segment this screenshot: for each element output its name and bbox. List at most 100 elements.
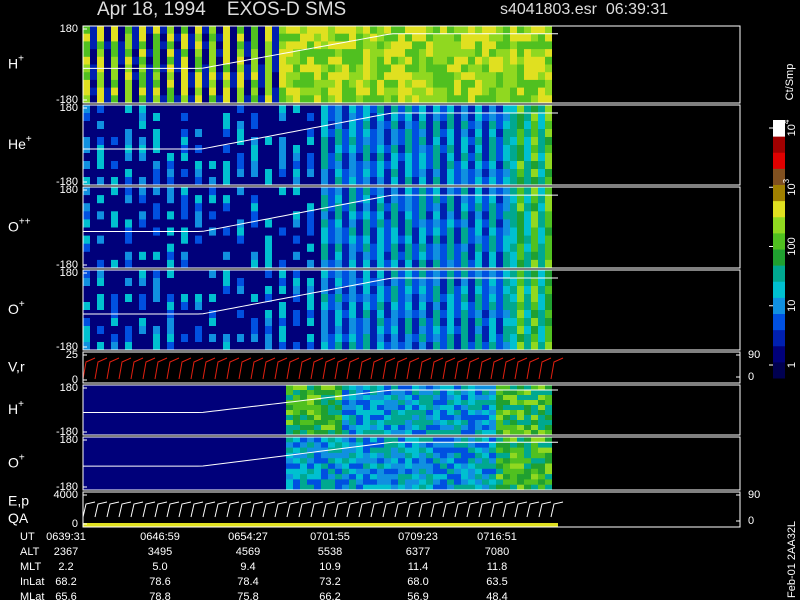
spectrogram-cell bbox=[545, 420, 552, 426]
spectrogram-cell bbox=[328, 64, 335, 73]
spectrogram-cell bbox=[132, 26, 139, 35]
spectrogram-cell bbox=[461, 203, 468, 212]
spectrogram-cell bbox=[342, 318, 349, 327]
spectrogram-cell bbox=[251, 259, 258, 269]
spectrogram-cell bbox=[279, 463, 286, 470]
spectrogram-cell bbox=[209, 161, 216, 170]
spectrogram-cell bbox=[349, 56, 356, 65]
spectrogram-cell bbox=[188, 235, 195, 245]
spectrogram-cell bbox=[111, 484, 118, 491]
spectrogram-cell bbox=[83, 430, 90, 436]
spectrogram-cell bbox=[258, 294, 265, 303]
spectrogram-cell bbox=[328, 400, 335, 406]
spectrogram-cell bbox=[489, 251, 496, 261]
spectrogram-cell bbox=[314, 452, 321, 459]
spectrogram-cell bbox=[307, 468, 314, 475]
spectrogram-cell bbox=[391, 437, 398, 443]
spectrogram-cell bbox=[314, 326, 321, 335]
spectrogram-cell bbox=[279, 395, 286, 401]
spectrogram-cell bbox=[321, 468, 328, 475]
spectrogram-cell bbox=[489, 437, 496, 443]
spectrogram-cell bbox=[160, 203, 167, 212]
spectrogram-cell bbox=[251, 153, 258, 162]
spectrogram-cell bbox=[496, 87, 503, 96]
spectrogram-cell bbox=[377, 425, 384, 431]
spectrogram-cell bbox=[531, 195, 538, 204]
spectrogram-cell bbox=[482, 270, 489, 279]
spectrogram-cell bbox=[356, 420, 363, 426]
spectrogram-cell bbox=[146, 259, 153, 269]
spectrogram-cell bbox=[307, 420, 314, 426]
spectrogram-cell bbox=[118, 129, 125, 138]
spectrogram-cell bbox=[482, 41, 489, 50]
spectrogram-cell bbox=[160, 113, 167, 122]
spectrogram-cell bbox=[167, 286, 174, 295]
spectrogram-cell bbox=[384, 479, 391, 486]
spectrogram-cell bbox=[510, 72, 517, 81]
table-cell: 0646:59 bbox=[140, 531, 180, 543]
spectrogram-cell bbox=[118, 442, 125, 449]
spectrogram-cell bbox=[202, 479, 209, 486]
spectrogram-cell bbox=[153, 79, 160, 89]
spectrogram-cell bbox=[265, 105, 272, 114]
spectrogram-cell bbox=[496, 474, 503, 480]
spectrogram-cell bbox=[258, 310, 265, 319]
spectrogram-cell bbox=[440, 72, 447, 81]
spectrogram-cell bbox=[97, 474, 104, 480]
spectrogram-cell bbox=[461, 79, 468, 89]
spectrogram-cell bbox=[545, 458, 552, 464]
spectrogram-cell bbox=[300, 278, 307, 287]
spectrogram-cell bbox=[272, 41, 279, 50]
spectrogram-cell bbox=[531, 145, 538, 154]
spectrogram-cell bbox=[202, 302, 209, 311]
spectrogram-cell bbox=[391, 420, 398, 426]
spectrogram-cell bbox=[237, 310, 244, 319]
spectrogram-cell bbox=[447, 211, 454, 220]
spectrogram-cell bbox=[286, 137, 293, 146]
table-cell: 56.9 bbox=[407, 591, 428, 600]
spectrogram-cell bbox=[230, 153, 237, 162]
spectrogram-cell bbox=[328, 113, 335, 122]
energy-trace bbox=[190, 501, 204, 518]
spectrogram-cell bbox=[398, 64, 405, 73]
spectrogram-cell bbox=[223, 251, 230, 261]
spectrogram-cell bbox=[433, 334, 440, 343]
spectrogram-cell bbox=[83, 153, 90, 162]
spectrogram-cell bbox=[223, 326, 230, 335]
spectrogram-cell bbox=[230, 294, 237, 303]
spectrogram-cell bbox=[384, 219, 391, 228]
spectrogram-cell bbox=[153, 113, 160, 122]
spectrogram-cell bbox=[363, 452, 370, 459]
spectrogram-cell bbox=[440, 452, 447, 459]
spectrogram-cell bbox=[167, 153, 174, 162]
spectrogram-cell bbox=[412, 278, 419, 287]
spectrogram-cell bbox=[111, 385, 118, 391]
panel-label: O+ bbox=[8, 452, 25, 470]
spectrogram-cell bbox=[97, 425, 104, 431]
spectrogram-cell bbox=[223, 187, 230, 196]
spectrogram-cell bbox=[412, 33, 419, 42]
spectrogram-cell bbox=[433, 318, 440, 327]
spectrogram-cell bbox=[377, 203, 384, 212]
spectrogram-cell bbox=[286, 286, 293, 295]
spectrogram-cell bbox=[356, 145, 363, 154]
spectrogram-cell bbox=[272, 405, 279, 411]
spectrogram-cell bbox=[167, 41, 174, 50]
spectrogram-cell bbox=[216, 468, 223, 475]
spectrogram-cell bbox=[104, 484, 111, 491]
spectrogram-cell bbox=[195, 79, 202, 89]
spectrogram-cell bbox=[496, 251, 503, 261]
spectrogram-cell bbox=[391, 49, 398, 58]
spectrogram-cell bbox=[153, 400, 160, 406]
spectrogram-cell bbox=[125, 95, 132, 104]
spectrogram-cell bbox=[125, 219, 132, 228]
spectrogram-cell bbox=[258, 187, 265, 196]
spectrogram-cell bbox=[321, 72, 328, 81]
spectrogram-cell bbox=[482, 211, 489, 220]
spectrogram-cell bbox=[391, 87, 398, 96]
spectrogram-cell bbox=[300, 310, 307, 319]
spectrogram-cell bbox=[216, 400, 223, 406]
spectrogram-cell bbox=[384, 129, 391, 138]
spectrogram-cell bbox=[370, 161, 377, 170]
spectrogram-cell bbox=[146, 458, 153, 464]
